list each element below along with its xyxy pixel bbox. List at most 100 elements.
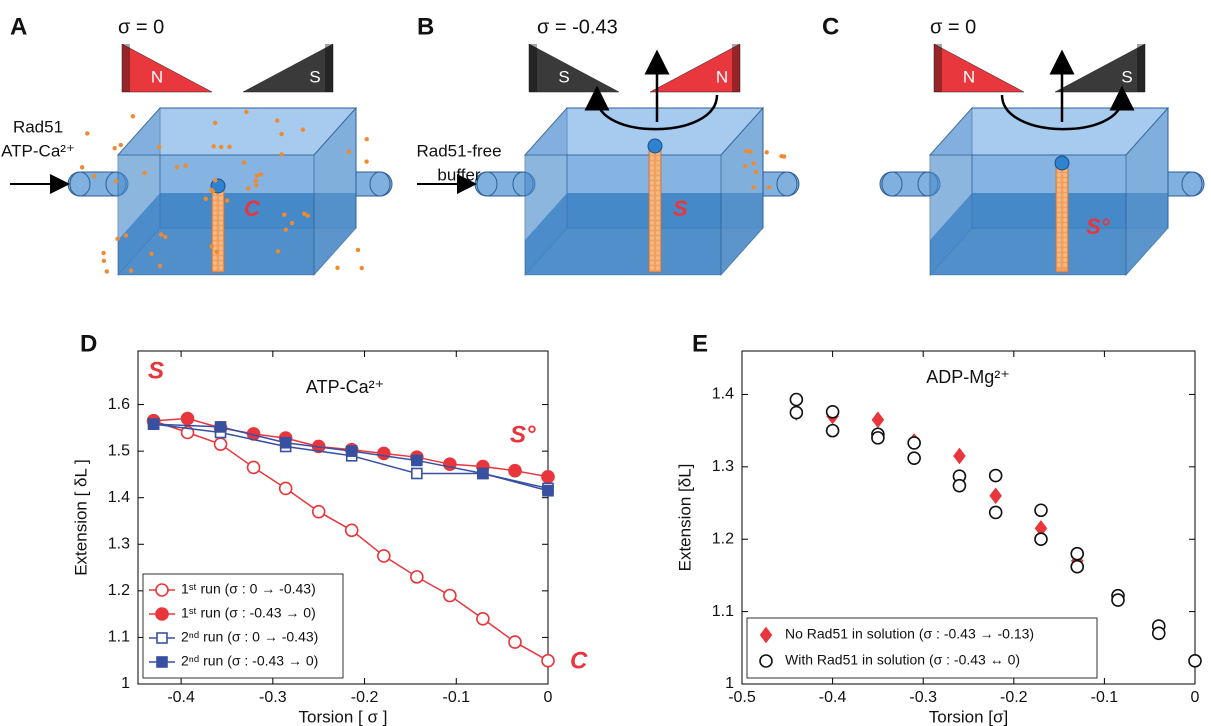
filament-bead bbox=[219, 211, 223, 215]
x-axis-label: Torsion [σ] bbox=[929, 707, 1008, 726]
rotation-arrow bbox=[584, 85, 719, 131]
filament-bead bbox=[1057, 173, 1061, 177]
magnet-pole: S bbox=[1121, 67, 1132, 86]
particle bbox=[335, 265, 340, 270]
particle bbox=[101, 250, 106, 256]
box-front bbox=[524, 154, 722, 276]
tube-end bbox=[105, 171, 127, 197]
particle bbox=[123, 233, 129, 238]
tube-end bbox=[69, 171, 91, 197]
y-tick-label: 1.3 bbox=[108, 535, 130, 552]
box-side bbox=[1125, 106, 1169, 277]
y-tick-label: 1.4 bbox=[108, 489, 130, 506]
circle-marker bbox=[213, 437, 228, 451]
filament-bead bbox=[219, 256, 223, 260]
particle bbox=[753, 169, 759, 175]
filament-bead bbox=[650, 251, 654, 255]
filament-bead bbox=[656, 221, 660, 225]
particle bbox=[300, 127, 306, 132]
box-left bbox=[929, 106, 973, 277]
filament-bead bbox=[1057, 223, 1061, 227]
filament-bead bbox=[656, 261, 660, 265]
circle-marker bbox=[907, 436, 921, 450]
filament-bead bbox=[650, 266, 654, 270]
tube-end bbox=[917, 171, 939, 197]
circle-marker bbox=[1034, 503, 1048, 518]
y-tick-label: 1 bbox=[121, 675, 130, 692]
circle-marker bbox=[825, 405, 840, 419]
filament-bead bbox=[650, 201, 654, 205]
filament-bead bbox=[219, 206, 223, 210]
particle bbox=[751, 161, 756, 166]
y-tick-label: 1.2 bbox=[108, 582, 130, 599]
square-marker bbox=[477, 467, 489, 480]
filament-bead bbox=[650, 256, 654, 260]
x-tick-label: -0.1 bbox=[442, 689, 470, 706]
x-tick-label: -0.2 bbox=[1000, 689, 1028, 706]
circle-marker bbox=[907, 451, 921, 465]
filament-bead bbox=[213, 241, 217, 245]
box-left bbox=[524, 106, 568, 277]
filament-bead bbox=[656, 241, 660, 245]
particle bbox=[163, 234, 168, 240]
filament-bead bbox=[656, 216, 660, 220]
tube-end bbox=[369, 171, 391, 197]
filament-bead bbox=[650, 176, 654, 180]
filament-bead bbox=[219, 216, 223, 220]
filament-bead bbox=[650, 231, 654, 235]
panel-label: E bbox=[692, 330, 708, 357]
particle bbox=[174, 164, 180, 170]
filament-bead bbox=[656, 181, 660, 185]
y-tick-label: 1.4 bbox=[712, 386, 734, 403]
particle bbox=[209, 244, 214, 249]
filament-bead bbox=[1063, 238, 1067, 242]
filament-bead bbox=[219, 221, 223, 225]
filament-bead bbox=[213, 211, 217, 215]
filament-bead bbox=[219, 226, 223, 230]
filament-bead bbox=[656, 161, 660, 165]
square-marker bbox=[345, 445, 358, 457]
filament-bead bbox=[650, 166, 654, 170]
filament-bead bbox=[650, 171, 654, 175]
particle bbox=[130, 114, 136, 119]
filament-bead bbox=[656, 226, 660, 230]
particle bbox=[244, 109, 249, 115]
filament-bead bbox=[213, 246, 217, 250]
magnet-pole: N bbox=[716, 67, 728, 86]
filament-bead bbox=[1057, 183, 1061, 187]
particle bbox=[279, 152, 284, 157]
legend-label: 2ⁿᵈ run (σ : 0 → -0.43) bbox=[181, 629, 318, 645]
legend-marker bbox=[759, 626, 773, 644]
magnet-edge bbox=[122, 44, 130, 92]
circle-marker bbox=[1188, 654, 1202, 668]
filament-bead bbox=[213, 266, 217, 270]
filament-bead bbox=[213, 206, 217, 210]
sigma-label: σ = 0 bbox=[930, 16, 976, 38]
filament-bead bbox=[213, 221, 217, 225]
particle bbox=[751, 185, 756, 190]
particle bbox=[355, 247, 361, 253]
filament-bead bbox=[213, 256, 217, 260]
filament-bead bbox=[1057, 203, 1061, 207]
particle bbox=[203, 196, 208, 202]
particle bbox=[245, 186, 251, 191]
y-tick-label: 1.1 bbox=[108, 629, 130, 646]
filament-bead bbox=[1057, 238, 1061, 242]
liquid-bottom bbox=[118, 193, 356, 275]
legend-box bbox=[746, 617, 1098, 679]
inlet-label: ATP-Ca²⁺ bbox=[1, 141, 75, 160]
particle bbox=[158, 232, 164, 237]
diamond-marker bbox=[989, 487, 1002, 505]
legend-marker bbox=[156, 656, 168, 668]
filament-bead bbox=[219, 201, 223, 205]
filament-bead bbox=[650, 206, 654, 210]
particle bbox=[302, 211, 307, 216]
particle bbox=[115, 236, 120, 242]
filament-bead bbox=[213, 196, 217, 200]
filament-bead bbox=[650, 161, 654, 165]
circle-marker bbox=[541, 469, 555, 484]
filament-bead bbox=[650, 196, 654, 200]
particle bbox=[766, 185, 772, 190]
panel-label: A bbox=[10, 13, 27, 40]
filament-bead bbox=[650, 221, 654, 225]
